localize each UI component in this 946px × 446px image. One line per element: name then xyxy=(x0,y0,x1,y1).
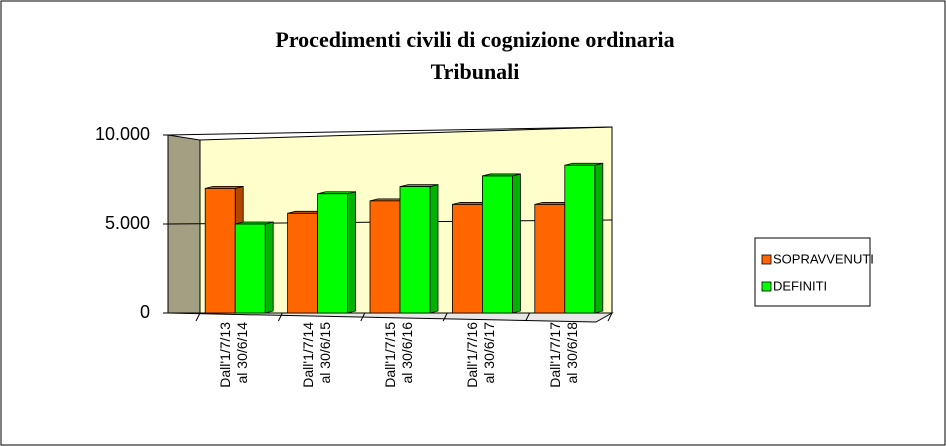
bar xyxy=(399,186,431,314)
bar-side xyxy=(429,184,439,314)
bar-side xyxy=(512,173,521,314)
x-tick-mark xyxy=(607,312,613,322)
bar-side xyxy=(264,221,274,314)
legend-swatch xyxy=(761,254,772,265)
y-tick-label: 5.000 xyxy=(105,213,150,233)
bar-side xyxy=(594,162,604,314)
x-tick-mark xyxy=(442,312,448,322)
x-tick-mark xyxy=(360,312,366,322)
bar xyxy=(534,204,566,314)
y-tick-label: 0 xyxy=(140,302,150,322)
y-tick-label: 10.000 xyxy=(95,124,150,144)
chart-subtitle: Tribunali xyxy=(431,59,520,84)
bar xyxy=(369,200,401,314)
bar-side xyxy=(347,191,357,314)
bar xyxy=(481,175,513,314)
bar xyxy=(287,212,319,314)
x-tick-label: Dall'1/7/14 al 30/6/15 xyxy=(299,322,333,388)
chart-title: Procedimenti civili di cognizione ordina… xyxy=(275,27,674,52)
bar xyxy=(204,187,236,314)
bar xyxy=(451,204,483,314)
bar xyxy=(317,193,349,314)
bar xyxy=(564,164,596,314)
grid-line xyxy=(167,126,613,136)
x-tick-label: Dall'1/7/15 al 30/6/16 xyxy=(382,322,415,388)
legend-box xyxy=(754,237,871,307)
x-tick-mark xyxy=(277,312,283,322)
x-tick-label: Dall'1/7/16 al 30/6/17 xyxy=(464,322,498,388)
x-tick-label: Dall'1/7/17 al 30/6/18 xyxy=(546,322,580,388)
bar xyxy=(234,223,266,314)
legend-swatch xyxy=(761,281,772,292)
legend-label: DEFINITI xyxy=(773,278,827,293)
x-tick-mark xyxy=(195,312,201,322)
x-tick-mark xyxy=(525,312,531,322)
x-tick-label: Dall'1/7/13 al 30/6/14 xyxy=(217,322,251,388)
legend-label: SOPRAVVENUTI xyxy=(773,251,874,266)
